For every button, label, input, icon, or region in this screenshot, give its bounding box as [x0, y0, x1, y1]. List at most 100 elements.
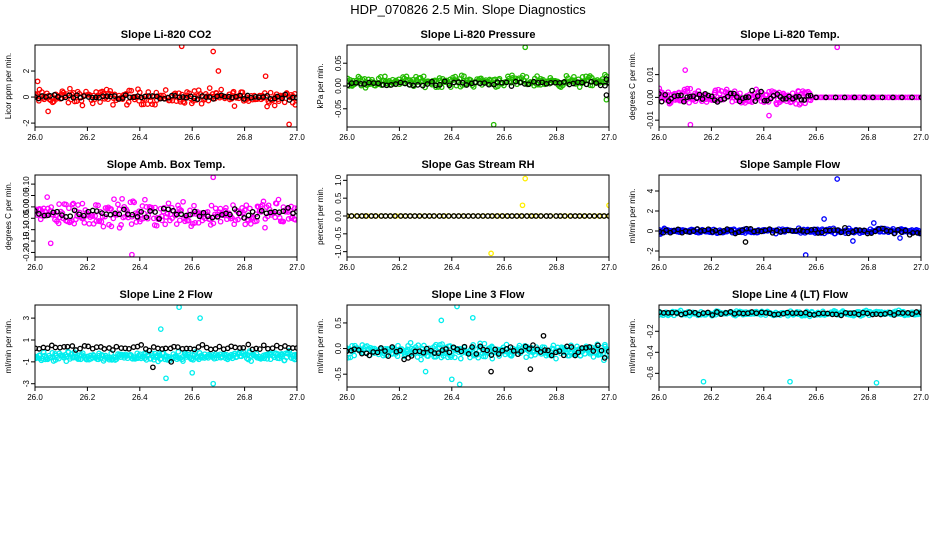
data-point — [212, 205, 219, 212]
outlier-point — [45, 108, 51, 115]
data-point — [882, 311, 888, 317]
data-point — [243, 202, 250, 209]
data-point — [686, 309, 693, 316]
data-point — [126, 87, 132, 94]
data-point — [420, 73, 427, 80]
data-point — [418, 356, 424, 363]
panel-title: Slope Gas Stream RH — [421, 159, 534, 171]
data-point — [227, 211, 233, 218]
series-colored — [659, 307, 921, 386]
data-point — [385, 353, 392, 359]
data-point — [420, 349, 427, 356]
data-point — [52, 344, 59, 351]
data-point — [67, 85, 73, 92]
x-tick-label: 27.0 — [601, 263, 617, 272]
y-tick-label: 0.00 — [22, 199, 31, 215]
x-tick-label: 26.4 — [756, 393, 772, 402]
data-point — [914, 230, 921, 236]
data-point — [121, 206, 127, 213]
y-axis-label: Licor ppm per min. — [4, 53, 13, 119]
y-tick-label: -0.4 — [646, 345, 655, 359]
data-point — [492, 346, 499, 353]
data-point — [138, 208, 145, 215]
data-point — [902, 227, 909, 234]
data-point — [419, 82, 426, 89]
y-axis-label: ml/min per min. — [316, 319, 325, 374]
x-tick-label: 26.0 — [339, 393, 355, 402]
data-point — [556, 348, 563, 354]
y-axis-label: ml/min per min. — [628, 319, 637, 374]
data-point — [77, 345, 83, 352]
data-point — [761, 97, 768, 104]
data-point — [678, 92, 684, 99]
data-point — [838, 312, 845, 319]
plot-frame — [658, 174, 922, 258]
data-point — [429, 78, 435, 85]
x-tick-label: 26.0 — [651, 133, 667, 142]
data-point — [832, 94, 839, 101]
data-point — [525, 81, 532, 88]
data-point — [56, 201, 62, 207]
data-point — [252, 93, 259, 100]
y-tick-label: -0.5 — [334, 226, 343, 240]
x-tick-label: 26.4 — [132, 393, 148, 402]
data-point — [108, 223, 115, 230]
x-tick-label: 26.2 — [80, 393, 96, 402]
data-point — [754, 93, 761, 99]
data-point — [446, 349, 453, 356]
data-point — [508, 83, 515, 89]
data-point — [745, 94, 752, 100]
data-point — [92, 213, 99, 219]
y-tick-label: 0.0 — [334, 210, 343, 222]
data-point — [355, 347, 362, 353]
outlier-point — [454, 305, 460, 310]
data-point — [149, 101, 156, 108]
data-point — [241, 207, 248, 214]
data-point — [736, 98, 743, 105]
data-point — [194, 96, 201, 102]
y-tick-label: 0.10 — [22, 176, 31, 192]
data-point — [249, 208, 256, 215]
data-point — [237, 92, 244, 99]
series-reference — [35, 91, 297, 103]
outlier-point — [873, 379, 880, 386]
data-point — [236, 345, 243, 351]
data-point — [79, 200, 86, 207]
data-point — [162, 87, 169, 93]
data-point — [465, 213, 472, 219]
y-tick-label: -0.15 — [22, 231, 31, 250]
x-tick-label: 27.0 — [289, 133, 305, 142]
data-point — [218, 86, 225, 93]
y-tick-label: 0.05 — [22, 187, 31, 203]
data-points — [347, 305, 609, 387]
data-point — [191, 208, 198, 215]
data-points — [35, 175, 297, 257]
data-point — [769, 229, 776, 236]
data-point — [153, 222, 160, 229]
data-point — [727, 90, 734, 97]
outlier-point — [897, 235, 903, 241]
data-point — [262, 224, 268, 231]
data-point — [146, 347, 153, 354]
data-point — [73, 216, 79, 223]
outlier-point — [488, 368, 494, 375]
data-point — [191, 346, 198, 353]
data-point — [81, 219, 88, 226]
data-point — [766, 88, 772, 95]
data-point — [89, 100, 96, 107]
data-point — [241, 215, 247, 221]
y-tick-label: 4 — [646, 188, 655, 193]
outlier-point — [448, 376, 455, 383]
outlier-point — [488, 250, 494, 257]
x-tick-label: 26.4 — [444, 393, 460, 402]
data-point — [891, 312, 898, 318]
outlier-point — [850, 238, 856, 244]
outlier-point — [168, 359, 175, 365]
data-point — [461, 73, 467, 80]
x-tick-label: 26.2 — [704, 393, 720, 402]
data-point — [705, 92, 712, 99]
data-point — [260, 342, 267, 349]
x-tick-label: 26.0 — [651, 263, 667, 272]
data-point — [207, 346, 214, 353]
data-point — [280, 218, 287, 225]
